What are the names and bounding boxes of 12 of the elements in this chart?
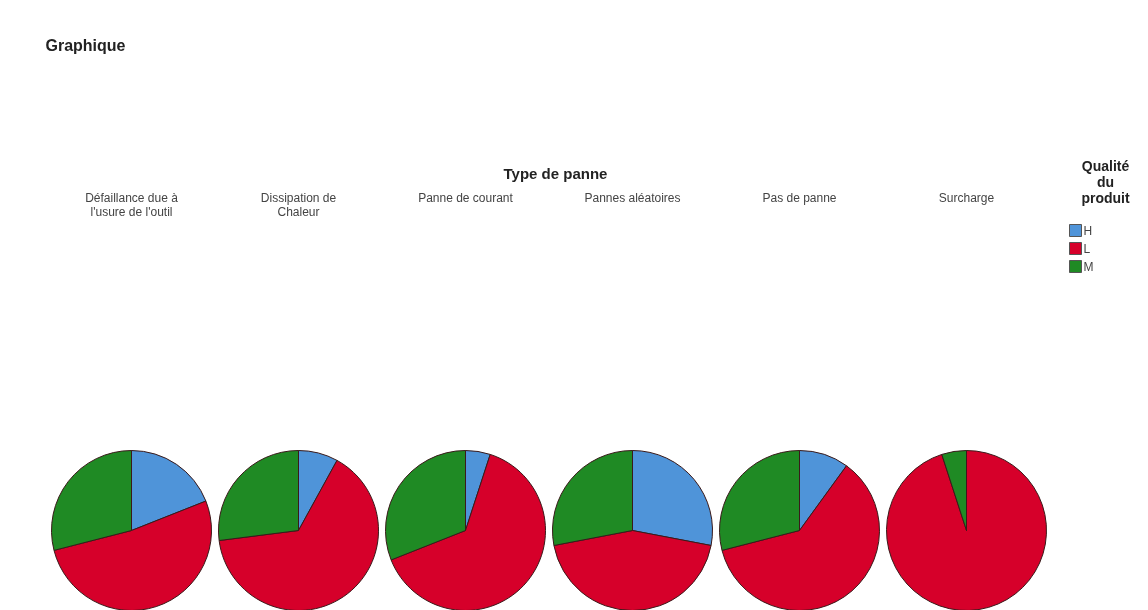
legend-title: Qualité du produit: [1081, 157, 1130, 206]
legend-label: L: [1083, 241, 1091, 256]
legend-label: H: [1083, 223, 1093, 238]
chart-title: Graphique: [45, 37, 126, 54]
legend-label: M: [1083, 259, 1094, 274]
slice-label: Pas de panne: [762, 190, 837, 205]
text: Type de panne: [503, 165, 608, 182]
slice-label: Défaillance due à l'usure de l'outil: [85, 190, 179, 219]
slice-label: Panne de courant: [418, 190, 514, 205]
slice-label: Dissipation de Chaleur: [260, 190, 337, 219]
slice-label: Surcharge: [938, 190, 995, 205]
slice-label: Pannes aléatoires: [584, 190, 681, 205]
